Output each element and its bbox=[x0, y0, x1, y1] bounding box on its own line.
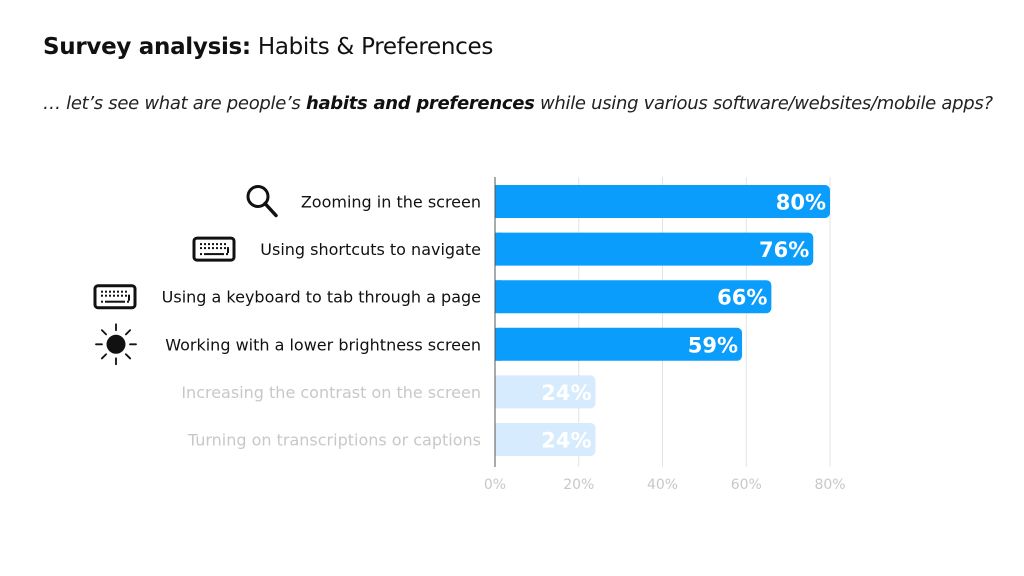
category-label: Using shortcuts to navigate bbox=[260, 240, 481, 259]
bar bbox=[495, 280, 772, 314]
x-tick-label: 0% bbox=[484, 477, 506, 493]
magnifier-icon bbox=[246, 185, 278, 218]
bar-left-edge bbox=[495, 280, 501, 314]
subtitle-post: while using various software/websites/mo… bbox=[534, 93, 993, 114]
x-tick-label: 60% bbox=[731, 477, 762, 493]
bar-left-edge bbox=[495, 327, 501, 361]
bar-value-label: 59% bbox=[688, 333, 738, 357]
keyboard-icon bbox=[192, 236, 236, 262]
bar bbox=[495, 423, 596, 456]
x-tick-label: 80% bbox=[814, 477, 845, 493]
x-tick-label: 20% bbox=[563, 477, 594, 493]
title-rest: Habits & Preferences bbox=[250, 34, 494, 60]
sun-icon bbox=[95, 323, 137, 366]
category-label: Turning on transcriptions or captions bbox=[187, 431, 481, 450]
bar-value-label: 76% bbox=[759, 238, 809, 262]
bar-value-label: 66% bbox=[717, 286, 767, 310]
bar-value-label: 24% bbox=[541, 429, 591, 453]
page-title: Survey analysis: Habits & Preferences bbox=[43, 34, 493, 60]
x-tick-label: 40% bbox=[647, 477, 678, 493]
subtitle-bold: habits and preferences bbox=[305, 93, 535, 114]
category-label: Zooming in the screen bbox=[301, 193, 481, 212]
category-label: Working with a lower brightness screen bbox=[165, 335, 481, 354]
bar-value-label: 24% bbox=[541, 381, 591, 405]
title-bold: Survey analysis: bbox=[43, 34, 251, 60]
bar-left-edge bbox=[495, 375, 501, 409]
bar-left-edge bbox=[495, 232, 501, 266]
bar-value-label: 80% bbox=[776, 191, 826, 215]
category-label: Increasing the contrast on the screen bbox=[181, 383, 481, 402]
bar-left-edge bbox=[495, 423, 501, 456]
subtitle: … let’s see what are people’s habits and… bbox=[43, 93, 993, 114]
subtitle-pre: … let’s see what are people’s bbox=[43, 93, 306, 114]
category-label: Using a keyboard to tab through a page bbox=[162, 288, 481, 307]
bar bbox=[495, 375, 596, 409]
bar bbox=[495, 232, 814, 266]
bar bbox=[495, 327, 743, 361]
bar-left-edge bbox=[495, 185, 501, 218]
keyboard-icon bbox=[93, 284, 137, 310]
bar bbox=[495, 185, 830, 218]
